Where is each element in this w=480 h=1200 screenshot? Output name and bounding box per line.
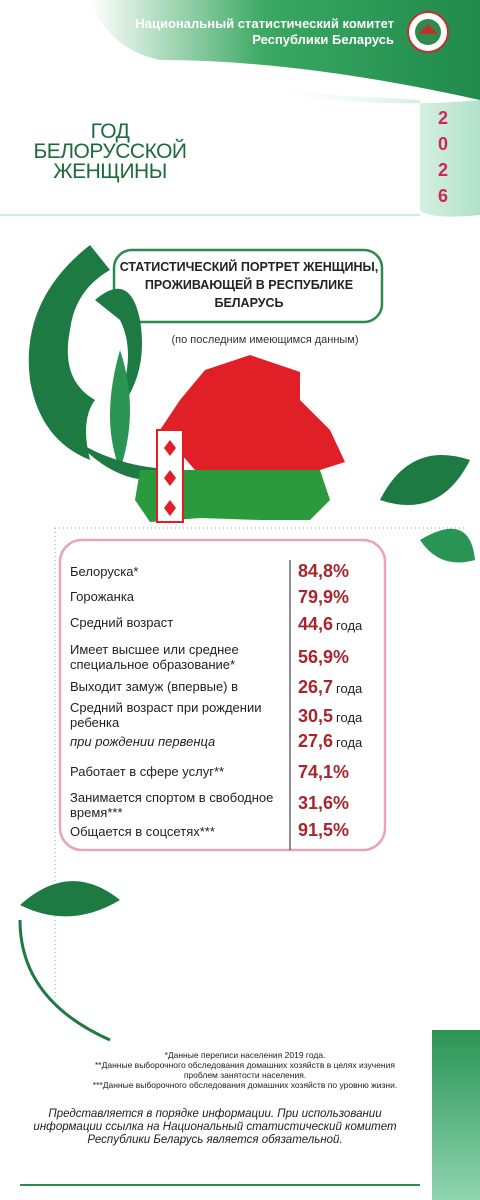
row-label: Выходит замуж (впервые) в	[70, 679, 239, 694]
value-number: 26,7	[298, 677, 334, 697]
footnotes: *Данные переписи населения 2019 года. **Д…	[80, 1050, 410, 1090]
value-unit: года	[336, 618, 363, 633]
disclaimer: Представляется в порядке информации. При…	[33, 1108, 397, 1146]
row-label: Средний возраст	[70, 615, 174, 630]
campaign-year: 2026	[433, 108, 453, 212]
row-value: 84,8%	[298, 561, 349, 582]
value-number: 27,6	[298, 731, 334, 751]
row-value: 91,5%	[298, 820, 349, 841]
value-unit: года	[336, 735, 363, 750]
value-number: 56,9%	[298, 647, 350, 667]
row-value: 44,6 года	[298, 614, 362, 635]
value-number: 91,5%	[298, 820, 350, 840]
row-value: 31,6%	[298, 793, 349, 814]
row-value: 27,6 года	[298, 731, 362, 752]
value-number: 74,1%	[298, 762, 350, 782]
campaign-title: ГОД БЕЛОРУССКОЙ ЖЕНЩИНЫ	[33, 120, 187, 183]
value-unit: года	[336, 710, 363, 725]
row-label: Средний возраст при рождении ребенка	[70, 700, 262, 730]
row-value: 56,9%	[298, 647, 349, 668]
portrait-note: (по последним имеющимся данным)	[171, 334, 359, 346]
row-label: Белоруска*	[70, 564, 139, 579]
value-number: 79,9%	[298, 587, 350, 607]
row-value: 74,1%	[298, 762, 349, 783]
value-number: 44,6	[298, 614, 334, 634]
row-value: 26,7 года	[298, 677, 362, 698]
value-unit: года	[336, 681, 363, 696]
row-label: Горожанка	[70, 589, 135, 604]
org-name: Национальный статистический комитет Респ…	[135, 16, 394, 47]
row-value: 30,5 года	[298, 706, 362, 727]
row-label: Общается в соцсетях***	[70, 824, 215, 839]
footnote: **Данные выборочного обследования домашн…	[95, 1060, 395, 1080]
value-number: 84,8%	[298, 561, 350, 581]
row-label: Имеет высшее или среднее специальное обр…	[70, 642, 239, 672]
row-value: 79,9%	[298, 587, 349, 608]
value-number: 30,5	[298, 706, 334, 726]
footnote: ***Данные выборочного обследования домаш…	[92, 1080, 398, 1090]
row-label: при рождении первенца	[70, 734, 216, 749]
row-label: Занимается спортом в свободное время***	[70, 790, 274, 820]
value-number: 31,6%	[298, 793, 350, 813]
portrait-title: СТАТИСТИЧЕСКИЙ ПОРТРЕТ ЖЕНЩИНЫ, ПРОЖИВАЮ…	[119, 260, 379, 310]
row-label: Работает в сфере услуг**	[70, 764, 225, 779]
footnote: *Данные переписи населения 2019 года.	[164, 1050, 326, 1060]
